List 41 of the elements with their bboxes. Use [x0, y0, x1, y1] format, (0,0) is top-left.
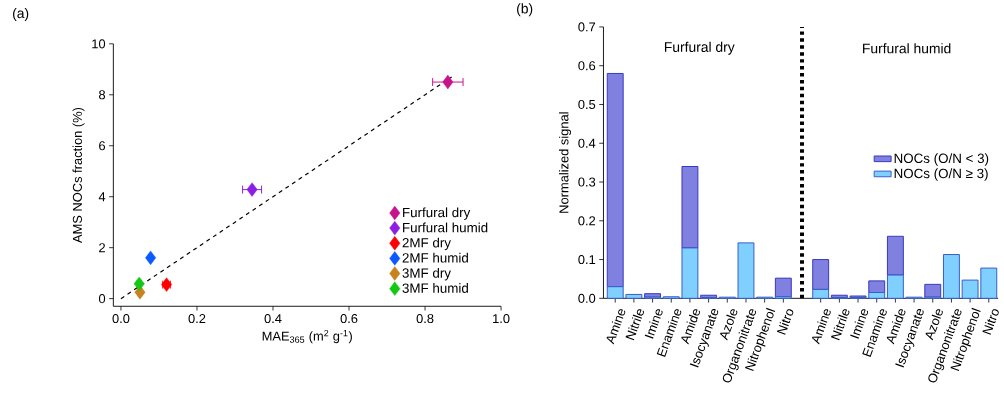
x-tick-label: 0.4 [264, 314, 282, 324]
y-axis-title: Normalized signal [559, 112, 572, 213]
y-tick-label: 4 [98, 192, 106, 202]
y-tick-label: 0.2 [578, 216, 596, 226]
legend-label: Furfural humid [403, 222, 488, 233]
y-tick-label: 2 [99, 243, 105, 253]
annotation: Furfural dry [664, 41, 735, 55]
legend-label: 3MF dry [402, 268, 451, 281]
y-tick-label: 8 [99, 90, 106, 100]
legend-label: 2MF humid [402, 252, 468, 263]
legend-label: NOCs (O/N ≥ 3) [894, 168, 988, 181]
x-tick-label: Nitrile [625, 309, 644, 341]
x-tick-label: 1.0 [493, 314, 510, 324]
x-tick-label: Amine [811, 309, 831, 345]
y-tick-label: 0.5 [578, 100, 596, 110]
x-axis-title: MAE$_{365}$ (m$^{2}$ g$^{-1}$) [262, 330, 352, 344]
x-tick-label: 0.0 [112, 314, 130, 324]
x-tick-label: 0.8 [416, 314, 434, 324]
x-tick-label: 0.2 [188, 314, 206, 324]
y-tick-label: 0.3 [578, 177, 596, 187]
x-tick-label: Nitrile [831, 309, 850, 341]
legend-label: Furfural dry [403, 207, 471, 221]
x-tick-label: 0.6 [340, 314, 358, 324]
x-tick-label: Nitro [776, 309, 794, 335]
y-tick-label: 0.6 [578, 61, 596, 71]
text: (a) [13, 8, 29, 22]
legend-label: 2MF dry [402, 237, 451, 251]
text: (b) [517, 3, 533, 17]
y-tick-label: 0.7 [578, 22, 596, 32]
x-tick-label: Amine [606, 309, 626, 345]
x-tick-label: Nitro [982, 309, 999, 335]
y-axis-title: AMS NOCs fraction (%) [72, 108, 85, 244]
y-tick-label: 0.4 [578, 138, 596, 148]
annotation: Furfural humid [863, 43, 951, 54]
legend-label: 3MF humid [402, 283, 468, 294]
y-tick-label: 10 [92, 39, 106, 49]
y-tick-label: 6 [99, 141, 106, 151]
y-tick-label: 0.1 [578, 255, 596, 265]
legend-label: NOCs (O/N < 3) [894, 153, 989, 166]
y-tick-label: 0.0 [578, 293, 596, 304]
y-tick-label: 0 [98, 294, 106, 304]
